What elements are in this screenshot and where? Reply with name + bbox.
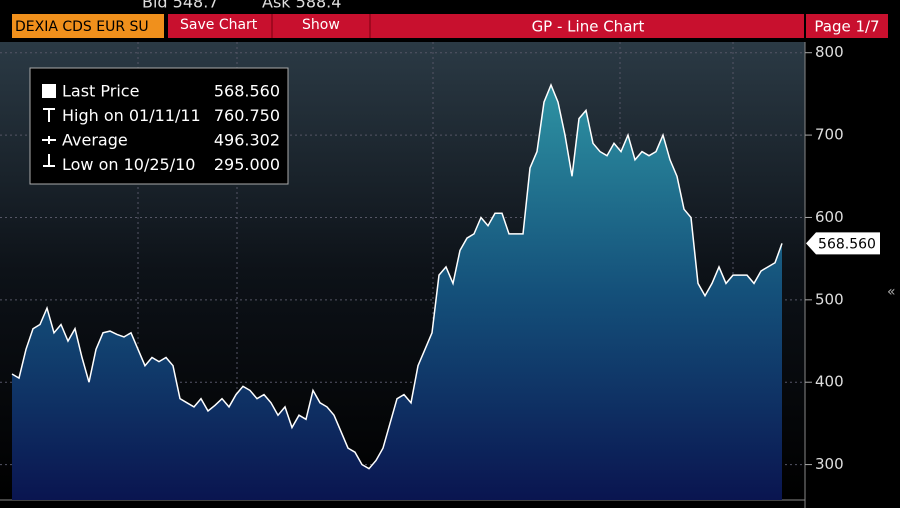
legend-value: 568.560: [214, 82, 280, 101]
bid: Bid 548.7: [142, 0, 218, 12]
last-price-label: 568.560: [818, 236, 876, 252]
legend-label: Average: [62, 131, 128, 150]
show[interactable]: Show: [302, 17, 340, 33]
security-box[interactable]: [12, 14, 164, 38]
legend-icon: [43, 154, 55, 167]
y-tick-label: 500: [815, 290, 844, 308]
legend-value: 496.302: [214, 131, 280, 150]
last-price-tag: [806, 232, 880, 255]
legend-value: 760.750: [214, 106, 280, 125]
y-tick-label: 600: [815, 208, 844, 226]
page-indicator[interactable]: Page 1/7: [814, 18, 879, 36]
toolbar-bar: [168, 14, 804, 38]
legend-value: 295.000: [214, 155, 280, 174]
price-line: [11, 83, 783, 470]
page-box[interactable]: [806, 14, 888, 38]
y-tick-label: 700: [815, 126, 844, 144]
legend-box: [29, 67, 289, 185]
legend-label: Low on 10/25/10: [62, 155, 195, 174]
legend-icon: [42, 136, 56, 144]
security[interactable]: DEXIA CDS EUR SU: [15, 19, 149, 35]
area: [12, 85, 782, 500]
legend-label: High on 01/11/11: [62, 106, 201, 125]
legend-icon: [42, 84, 56, 98]
chart-title: GP - Line Chart: [532, 18, 645, 36]
scroll-arrow[interactable]: «: [887, 284, 896, 300]
y-tick-label: 300: [815, 455, 844, 473]
y-tick-label: 400: [815, 373, 844, 391]
legend-icon: [43, 108, 55, 122]
y-tick-label: 800: [815, 43, 844, 61]
save-chart[interactable]: Save Chart: [180, 17, 258, 33]
legend-label: Last Price: [62, 82, 139, 101]
ask: Ask 588.4: [262, 0, 341, 12]
